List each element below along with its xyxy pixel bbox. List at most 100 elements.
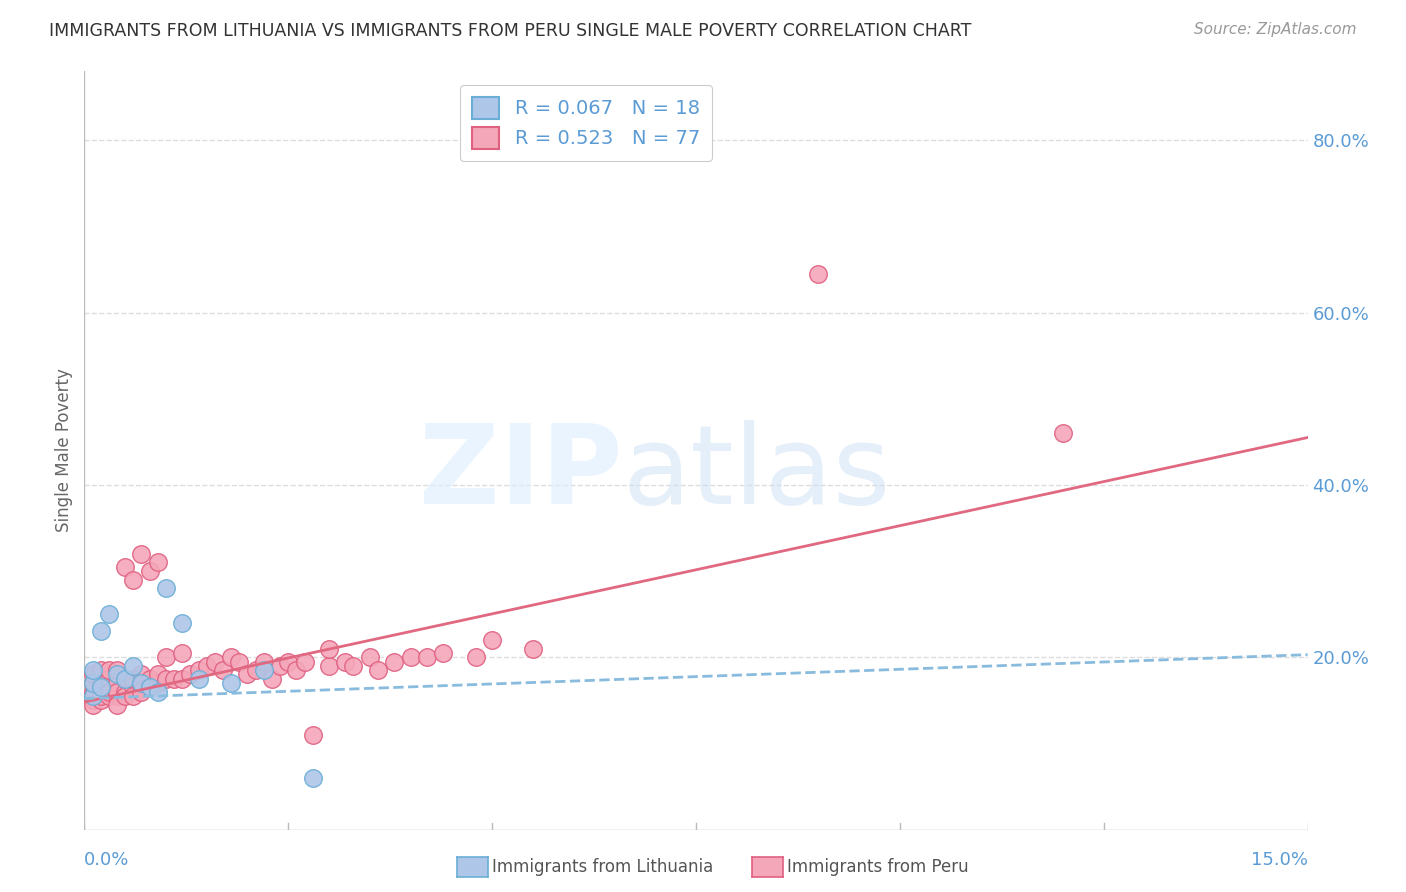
Point [285, 663, 308, 677]
Point [187, 672, 209, 686]
Point [82, 676, 104, 690]
Point [236, 667, 259, 681]
Point [82, 676, 104, 690]
Point [90, 681, 112, 695]
Point [464, 650, 486, 665]
Text: Immigrants from Lithuania: Immigrants from Lithuania [492, 858, 713, 876]
Point [90, 663, 112, 677]
Point [97, 684, 120, 698]
Point [105, 684, 128, 698]
Point [301, 771, 323, 785]
Point [172, 646, 194, 660]
Point [105, 698, 128, 712]
Point [432, 646, 454, 660]
Point [187, 663, 209, 677]
Point [359, 650, 381, 665]
Point [97, 663, 120, 677]
Point [122, 672, 145, 686]
Point [114, 689, 136, 703]
Point [179, 667, 201, 681]
Point [122, 689, 145, 703]
Point [82, 684, 104, 698]
Point [212, 663, 235, 677]
Point [146, 676, 169, 690]
Point [82, 689, 104, 703]
Point [146, 667, 169, 681]
Point [105, 676, 128, 690]
Point [82, 667, 104, 681]
Point [245, 663, 267, 677]
Point [335, 655, 357, 669]
Point [131, 676, 153, 690]
Point [481, 633, 503, 648]
Point [416, 650, 439, 665]
Point [367, 663, 389, 677]
Point [105, 689, 128, 703]
Point [131, 676, 153, 690]
Point [122, 681, 145, 695]
Point [219, 676, 242, 690]
Text: 15.0%: 15.0% [1250, 851, 1308, 869]
Point [172, 672, 194, 686]
Point [138, 681, 160, 695]
Point [90, 693, 112, 707]
Point [97, 681, 120, 695]
Text: Source: ZipAtlas.com: Source: ZipAtlas.com [1194, 22, 1357, 37]
Point [342, 658, 364, 673]
Point [82, 698, 104, 712]
Text: IMMIGRANTS FROM LITHUANIA VS IMMIGRANTS FROM PERU SINGLE MALE POVERTY CORRELATIO: IMMIGRANTS FROM LITHUANIA VS IMMIGRANTS … [49, 22, 972, 40]
Point [82, 693, 104, 707]
Point [138, 564, 160, 578]
Text: 0.0%: 0.0% [84, 851, 129, 869]
Point [146, 684, 169, 698]
Legend: R = 0.067   N = 18, R = 0.523   N = 77: R = 0.067 N = 18, R = 0.523 N = 77 [460, 85, 711, 161]
Point [122, 658, 145, 673]
Point [146, 556, 169, 570]
Point [318, 641, 340, 656]
Text: ZIP: ZIP [419, 420, 623, 526]
Y-axis label: Single Male Poverty: Single Male Poverty [55, 368, 73, 533]
Point [82, 689, 104, 703]
Point [522, 641, 544, 656]
Point [155, 672, 177, 686]
Point [122, 573, 145, 587]
Point [114, 672, 136, 686]
Point [253, 655, 276, 669]
Point [277, 655, 299, 669]
Point [269, 658, 291, 673]
Text: Immigrants from Peru: Immigrants from Peru [787, 858, 969, 876]
Point [253, 663, 276, 677]
Point [114, 684, 136, 698]
Point [138, 681, 160, 695]
Point [131, 684, 153, 698]
Text: atlas: atlas [623, 420, 891, 526]
Point [172, 615, 194, 630]
Point [105, 663, 128, 677]
Point [155, 650, 177, 665]
Point [90, 624, 112, 639]
Point [155, 582, 177, 596]
Point [204, 655, 226, 669]
Point [105, 667, 128, 681]
Point [219, 650, 242, 665]
Point [97, 689, 120, 703]
Point [807, 267, 830, 281]
Point [82, 663, 104, 677]
Point [301, 728, 323, 742]
Point [90, 689, 112, 703]
Point [399, 650, 422, 665]
Point [294, 655, 316, 669]
Point [114, 559, 136, 574]
Point [114, 672, 136, 686]
Point [318, 658, 340, 673]
Point [260, 672, 283, 686]
Point [97, 672, 120, 686]
Point [382, 655, 405, 669]
Point [90, 672, 112, 686]
Point [1052, 426, 1074, 441]
Point [90, 681, 112, 695]
Point [138, 672, 160, 686]
Point [228, 655, 250, 669]
Point [163, 672, 186, 686]
Point [131, 667, 153, 681]
